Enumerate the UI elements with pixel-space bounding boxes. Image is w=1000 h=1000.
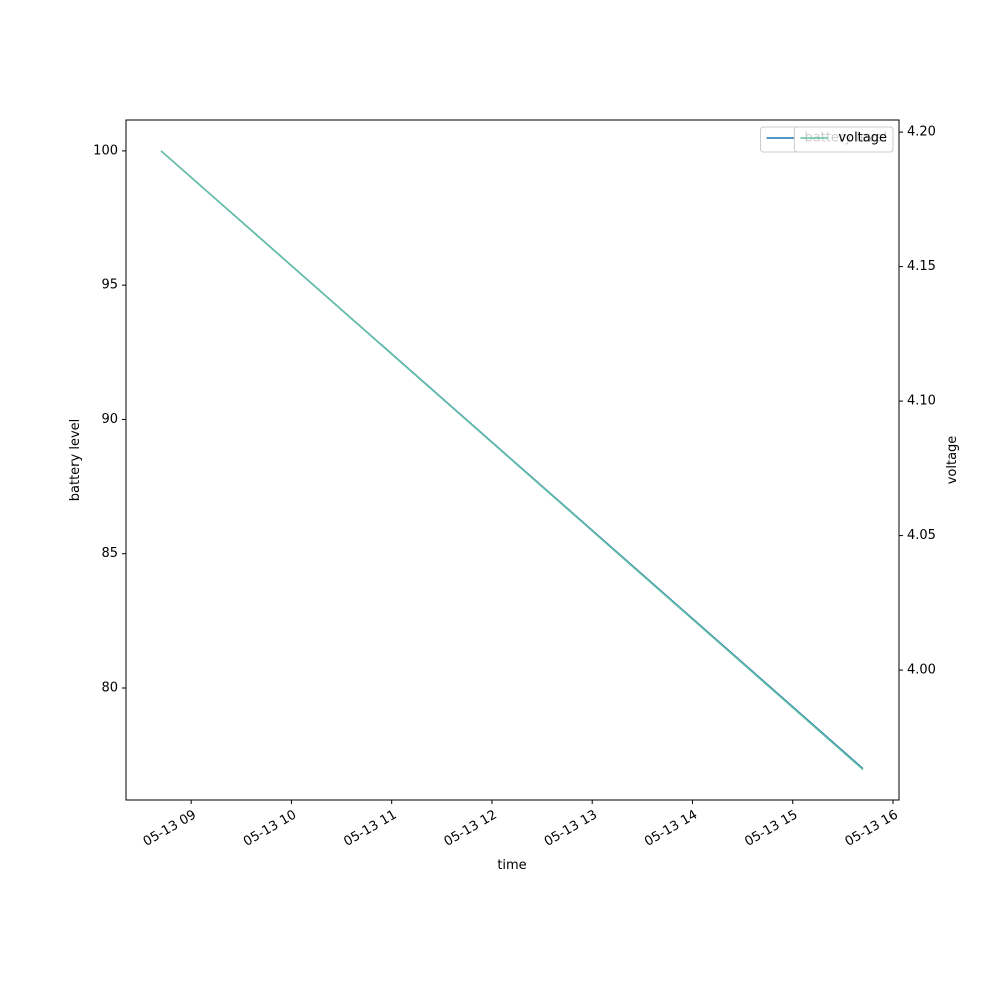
x-tick-label: 05-13 11 [341, 808, 399, 850]
y-tick-label: 100 [93, 143, 118, 158]
y-tick-label: 95 [101, 278, 118, 293]
y2-tick-label: 4.00 [907, 663, 936, 678]
x-axis-label: time [497, 858, 526, 873]
y2-tick-label: 4.15 [907, 259, 936, 274]
legend: voltage [793, 126, 894, 153]
x-tick-label: 05-13 12 [442, 808, 500, 850]
y2-axis-label: voltage [945, 436, 960, 485]
y-axis-label: battery level [68, 419, 83, 502]
legend-box [793, 126, 894, 153]
x-tick-label: 05-13 13 [542, 808, 600, 850]
plot-frame [125, 119, 900, 801]
y-tick-label: 85 [101, 546, 118, 561]
line [160, 150, 864, 771]
x-tick-label: 05-13 16 [843, 808, 901, 850]
x-tick-label: 05-13 15 [742, 808, 800, 850]
x-tick-label: 05-13 14 [642, 808, 700, 850]
y2-tick-label: 4.10 [907, 394, 936, 409]
legend-label: voltage [838, 131, 887, 146]
y2-tick-label: 4.20 [907, 125, 936, 140]
y-tick-label: 80 [101, 681, 118, 696]
x-tick-label: 05-13 09 [141, 808, 199, 850]
y2-tick-label: 4.05 [907, 528, 936, 543]
x-tick-label: 05-13 10 [241, 808, 299, 850]
y-tick-label: 90 [101, 412, 118, 427]
